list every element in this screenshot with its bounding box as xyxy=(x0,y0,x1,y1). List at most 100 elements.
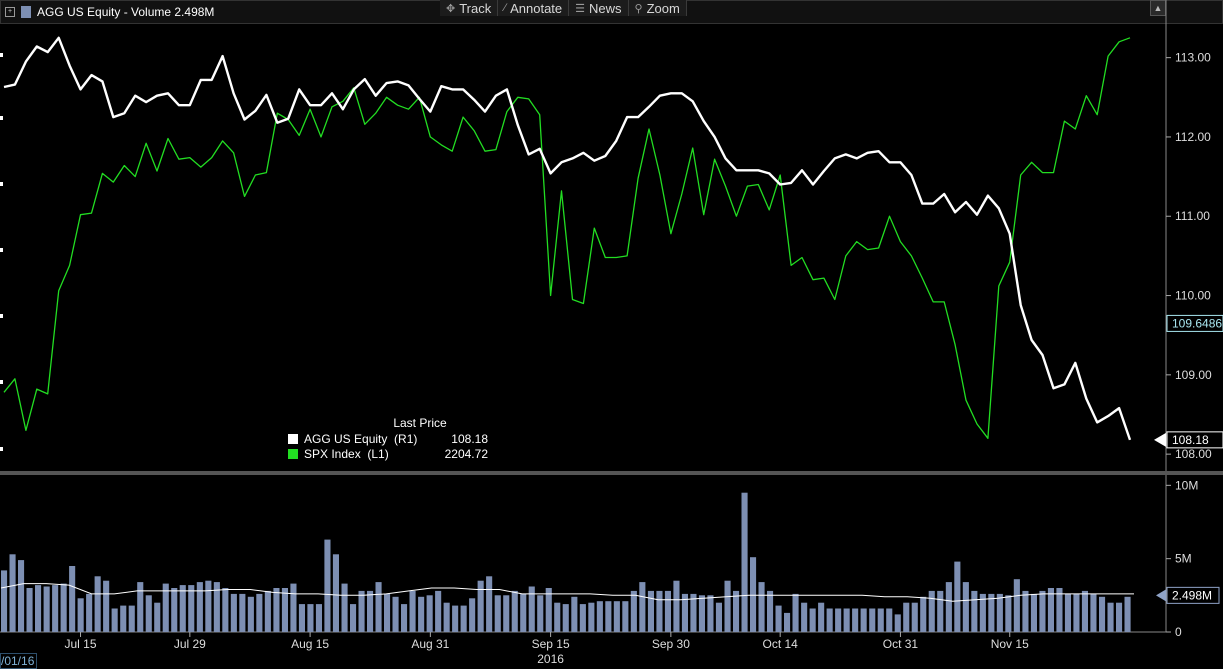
x-axis-label-4: Sep 15 xyxy=(532,637,570,651)
volume-bar xyxy=(77,598,84,632)
volume-bar xyxy=(690,593,697,632)
left-axis-tick xyxy=(0,380,3,384)
right-axis-label-5: 108.00 xyxy=(1175,447,1212,461)
volume-bar xyxy=(707,595,714,632)
volume-bar xyxy=(1013,579,1020,632)
volume-bar xyxy=(341,583,348,632)
volume-bar xyxy=(724,580,731,632)
volume-bar xyxy=(528,586,535,632)
volume-bar xyxy=(486,576,493,632)
volume-bar xyxy=(35,585,42,632)
x-axis-label-6: Oct 14 xyxy=(762,637,798,651)
legend-row-spx: SPX Index (L1) 2204.72 xyxy=(282,446,488,461)
volume-bar xyxy=(715,602,722,632)
volume-bar xyxy=(367,590,374,632)
date-range-label[interactable]: /01/16 xyxy=(0,653,38,669)
volume-bar xyxy=(826,608,833,632)
volume-bar xyxy=(26,588,33,632)
volume-bar xyxy=(1073,593,1080,632)
volume-bar xyxy=(613,601,620,632)
toolbar-track-button[interactable]: ✥ Track xyxy=(440,0,499,16)
volume-bar xyxy=(196,582,203,632)
year-label: 2016 xyxy=(537,652,564,666)
toolbar-news-label: News xyxy=(589,0,622,16)
volume-bar xyxy=(247,596,254,632)
volume-bar xyxy=(443,602,450,632)
legend-title: Last Price xyxy=(393,416,447,430)
volume-bar xyxy=(767,590,774,632)
volume-axis-label-1: 5M xyxy=(1175,552,1192,566)
spx-index-line xyxy=(3,37,1131,439)
volume-bar xyxy=(979,593,986,632)
volume-axis-label-0: 10M xyxy=(1175,478,1198,492)
volume-bar xyxy=(128,605,135,632)
left-axis-tick xyxy=(0,116,3,120)
volume-bar xyxy=(818,602,825,632)
volume-bar xyxy=(622,601,629,632)
volume-bar xyxy=(971,590,978,632)
volume-bar xyxy=(324,539,331,632)
toolbar-zoom-label: Zoom xyxy=(646,0,680,16)
volume-bar xyxy=(843,608,850,632)
volume-bar xyxy=(392,596,399,632)
volume-bar xyxy=(860,608,867,632)
volume-bar xyxy=(503,595,510,632)
volume-bar xyxy=(928,590,935,632)
volume-bar xyxy=(1022,590,1029,632)
volume-bar xyxy=(1090,593,1097,632)
volume-bar xyxy=(426,595,433,632)
volume-bar xyxy=(937,590,944,632)
marker-label: 108.18 xyxy=(1172,433,1209,447)
volume-bar xyxy=(758,582,765,632)
volume-bar xyxy=(111,608,118,632)
legend-swatch-agg xyxy=(288,433,298,444)
volume-bar xyxy=(1099,596,1106,632)
crosshair-icon: ✥ xyxy=(446,2,456,15)
volume-bar xyxy=(1124,596,1131,632)
volume-bar xyxy=(554,602,561,632)
toolbar-annotate-button[interactable]: ∕ Annotate xyxy=(498,0,570,16)
volume-bar xyxy=(171,588,178,632)
volume-bar xyxy=(460,605,467,632)
volume-bar xyxy=(869,608,876,632)
volume-average-line xyxy=(0,583,1134,602)
volume-bar xyxy=(750,557,757,632)
left-axis-tick xyxy=(0,447,3,451)
volume-bar xyxy=(520,593,527,632)
volume-bar xyxy=(145,595,152,632)
volume-bar xyxy=(545,588,552,632)
volume-bar xyxy=(298,604,305,632)
pencil-icon: ∕ xyxy=(504,2,507,14)
volume-bar xyxy=(137,582,144,632)
volume-bar xyxy=(954,561,961,632)
volume-bar xyxy=(290,583,297,632)
current-value-marker-1: 108.18 xyxy=(1166,431,1223,449)
volume-bar xyxy=(120,605,127,632)
volume-bar xyxy=(358,590,365,632)
volume-bar xyxy=(409,590,416,632)
volume-bar xyxy=(1,570,8,632)
volume-bar xyxy=(222,588,229,632)
toolbar-zoom-button[interactable]: ⚲ Zoom xyxy=(628,0,687,16)
right-axis-label-3: 110.00 xyxy=(1175,289,1211,303)
marker-box xyxy=(1166,314,1223,332)
expand-legend-icon[interactable]: + xyxy=(5,7,15,17)
volume-bar xyxy=(230,593,237,632)
legend-name-agg: AGG US Equity (R1) xyxy=(304,431,418,446)
volume-bar xyxy=(809,608,816,632)
volume-bar xyxy=(1107,602,1114,632)
left-axis-tick xyxy=(0,248,3,252)
left-axis-tick xyxy=(0,314,3,318)
volume-bar xyxy=(988,593,995,632)
x-axis-label-0: Jul 15 xyxy=(65,637,97,651)
legend-value-agg: 108.18 xyxy=(451,431,488,446)
volume-legend-label: AGG US Equity - Volume 2.498M xyxy=(37,5,215,19)
legend-value-spx: 2204.72 xyxy=(444,446,488,461)
volume-bar xyxy=(511,590,518,632)
toolbar-news-button[interactable]: ☰ News xyxy=(569,0,629,16)
volume-bar xyxy=(315,604,322,632)
right-axis-label-0: 113.00 xyxy=(1175,51,1211,65)
volume-bar xyxy=(1116,602,1123,632)
volume-bar xyxy=(647,590,654,632)
